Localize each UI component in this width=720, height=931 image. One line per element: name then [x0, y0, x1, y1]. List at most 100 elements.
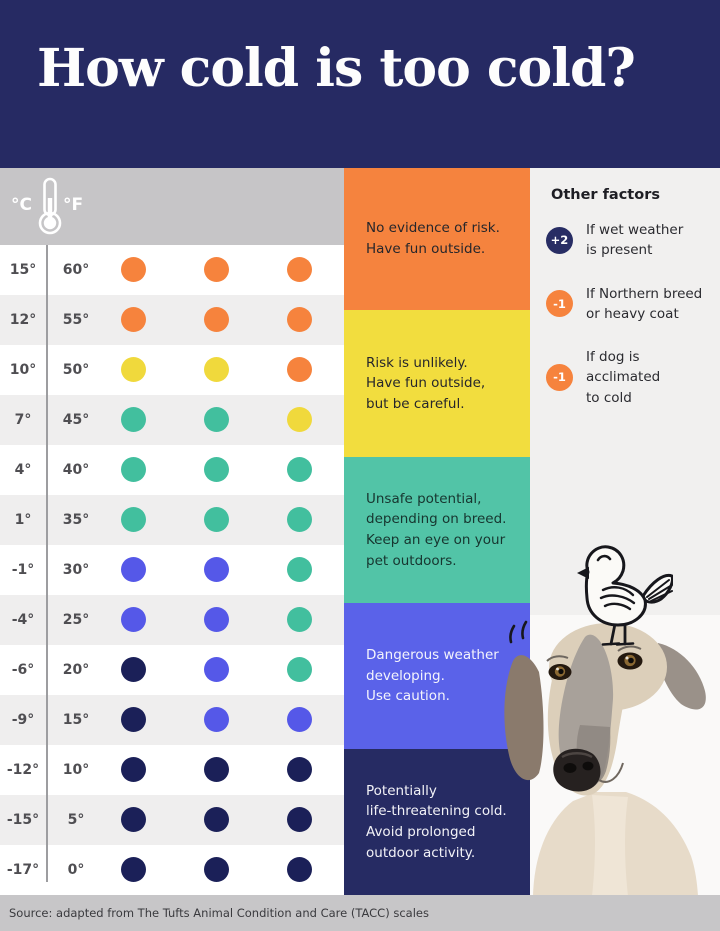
risk-dot-teal	[121, 457, 146, 482]
risk-dot-orange	[121, 257, 146, 282]
risk-dot-orange	[287, 257, 312, 282]
factor-badge: +2	[546, 226, 573, 254]
celsius-value: -6°	[11, 662, 35, 678]
risk-block-label: Unsafe potential, depending on breed. Ke…	[366, 490, 507, 569]
dog-nose	[553, 748, 601, 792]
table-header: °C °F	[0, 168, 344, 397]
risk-dot-teal	[204, 407, 229, 432]
fahrenheit-value: 25°	[62, 612, 90, 628]
fahrenheit-value: 5°	[67, 812, 85, 828]
risk-dot-blue	[204, 607, 229, 632]
celsius-value: -1°	[11, 562, 35, 578]
table-row: -4° 25°	[0, 595, 344, 645]
risk-dot-blue	[204, 557, 229, 582]
risk-block-dangerous: Dangerous weather developing. Use cautio…	[344, 603, 530, 749]
celsius-value: -15°	[6, 812, 40, 828]
celsius-value: -12°	[6, 762, 40, 778]
risk-dot-blue	[287, 707, 312, 732]
risk-dot-yellow	[287, 407, 312, 432]
risk-dot-navy	[204, 757, 229, 782]
celsius-value: -9°	[11, 712, 35, 728]
risk-dot-navy	[121, 757, 146, 782]
table-row: 1° 35°	[0, 495, 344, 545]
risk-dot-blue	[121, 557, 146, 582]
other-factor-item: -1 If Northern breed or heavy coat	[546, 284, 716, 325]
fahrenheit-value: 40°	[62, 462, 90, 478]
factor-text: If Northern breed or heavy coat	[586, 285, 703, 322]
factor-badge: -1	[546, 363, 573, 391]
risk-dot-teal	[287, 557, 312, 582]
celsius-value: 7°	[14, 412, 32, 428]
temperature-table-rows: 15° 60° 12° 55° 10° 50° 7° 45° 4° 40° 1° 35° -1° 30° -…	[0, 245, 344, 895]
risk-dot-navy	[121, 807, 146, 832]
table-row: 10° 50°	[0, 345, 344, 395]
risk-dot-orange	[204, 257, 229, 282]
risk-block-label: Potentially life-threatening cold. Avoid…	[366, 782, 507, 861]
thermometer-icon	[38, 177, 62, 235]
table-row: -12° 10°	[0, 745, 344, 795]
table-row: 7° 45°	[0, 395, 344, 445]
celsius-value: -17°	[6, 862, 40, 878]
header-banner: How cold is too cold?	[0, 0, 720, 168]
factor-text: If dog is acclimated to cold	[586, 349, 661, 406]
other-factor-item: +2 If wet weather is present	[546, 220, 716, 261]
motion-dashes-doodle	[509, 620, 528, 644]
risk-dot-teal	[287, 507, 312, 532]
risk-dot-yellow	[204, 357, 229, 382]
risk-dot-teal	[287, 607, 312, 632]
risk-dot-teal	[121, 507, 146, 532]
risk-block-unsafe: Unsafe potential, depending on breed. Ke…	[344, 457, 530, 603]
risk-dot-teal	[204, 457, 229, 482]
risk-dot-teal	[287, 457, 312, 482]
risk-dot-blue	[204, 707, 229, 732]
risk-block-label: Dangerous weather developing. Use cautio…	[366, 647, 499, 705]
fahrenheit-unit-label: °F	[63, 195, 84, 215]
risk-dot-teal	[287, 657, 312, 682]
source-text: Source: adapted from The Tufts Animal Co…	[9, 906, 429, 920]
risk-dot-navy	[121, 707, 146, 732]
risk-block-label: No evidence of risk. Have fun outside.	[366, 220, 500, 257]
risk-block-life-threatening: Potentially life-threatening cold. Avoid…	[344, 749, 530, 895]
risk-dot-orange	[287, 357, 312, 382]
risk-block-unlikely: Risk is unlikely. Have fun outside, but …	[344, 310, 530, 457]
dog-eyes	[546, 645, 643, 680]
risk-dot-blue	[204, 657, 229, 682]
fahrenheit-value: 0°	[67, 862, 85, 878]
other-factors-heading: Other factors	[551, 187, 660, 203]
fahrenheit-value: 60°	[62, 262, 90, 278]
celsius-value: 10°	[9, 362, 37, 378]
factor-badge: -1	[546, 290, 573, 318]
celsius-unit-label: °C	[11, 195, 32, 215]
celsius-value: 1°	[14, 512, 32, 528]
source-footer: Source: adapted from The Tufts Animal Co…	[0, 895, 720, 931]
risk-legend-column: No evidence of risk. Have fun outside. Ri…	[344, 168, 530, 895]
other-factor-item: -1 If dog is acclimated to cold	[546, 347, 716, 408]
celsius-value: -4°	[11, 612, 35, 628]
fahrenheit-value: 20°	[62, 662, 90, 678]
table-row: -1° 30°	[0, 545, 344, 595]
risk-dot-orange	[204, 307, 229, 332]
table-row: -15° 5°	[0, 795, 344, 845]
table-row: 15° 60°	[0, 245, 344, 295]
risk-dot-teal	[121, 407, 146, 432]
bird-doodle-icon	[577, 545, 673, 646]
other-factors-list: +2 If wet weather is present -1 If Northern…	[546, 220, 716, 431]
risk-dot-navy	[121, 857, 146, 882]
fahrenheit-value: 15°	[62, 712, 90, 728]
risk-dot-navy	[287, 807, 312, 832]
table-row: 4° 40°	[0, 445, 344, 495]
risk-dot-orange	[287, 307, 312, 332]
fahrenheit-value: 10°	[62, 762, 90, 778]
fahrenheit-value: 35°	[62, 512, 90, 528]
fahrenheit-value: 45°	[62, 412, 90, 428]
factor-text: If wet weather is present	[586, 222, 684, 259]
risk-dot-navy	[287, 757, 312, 782]
fahrenheit-value: 30°	[62, 562, 90, 578]
risk-dot-navy	[287, 857, 312, 882]
risk-block-label: Risk is unlikely. Have fun outside, but …	[366, 354, 486, 412]
risk-dot-navy	[121, 657, 146, 682]
table-row: 12° 55°	[0, 295, 344, 345]
fahrenheit-value: 50°	[62, 362, 90, 378]
fahrenheit-value: 55°	[62, 312, 90, 328]
